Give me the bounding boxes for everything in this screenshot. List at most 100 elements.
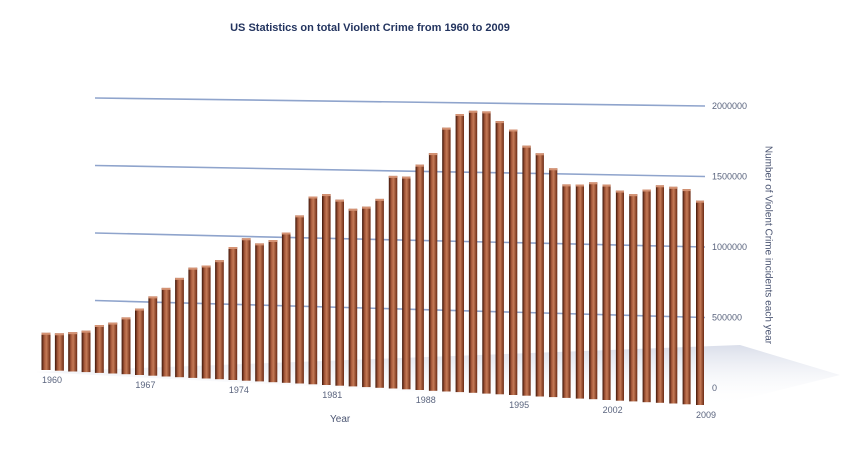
bar-top-1984 xyxy=(362,206,371,209)
bar-1991 xyxy=(455,114,464,393)
bar-top-1978 xyxy=(281,232,291,235)
y-tick-label: 1000000 xyxy=(712,242,747,252)
bar-2006 xyxy=(655,185,664,403)
bar-1974 xyxy=(228,247,238,380)
bar-top-1973 xyxy=(215,260,224,263)
bar-top-1963 xyxy=(81,330,91,333)
y-tick-label: 1500000 xyxy=(712,172,747,182)
x-tick-label: 1967 xyxy=(135,380,155,390)
bar-1978 xyxy=(281,232,291,383)
bar-1992 xyxy=(468,110,478,393)
bar-1962 xyxy=(68,332,78,372)
bar-1993 xyxy=(482,111,491,394)
bar-top-2008 xyxy=(682,189,691,192)
x-tick-label: 1981 xyxy=(322,390,342,400)
bar-1984 xyxy=(362,206,371,388)
bar-1964 xyxy=(94,325,104,373)
bar-top-1961 xyxy=(54,333,64,336)
bar-2008 xyxy=(682,189,691,405)
bar-top-1987 xyxy=(402,176,411,179)
bar-2007 xyxy=(669,186,678,404)
bar-1961 xyxy=(54,333,64,371)
bar-1996 xyxy=(522,145,531,396)
y-tick-label: 500000 xyxy=(712,313,742,323)
bar-2003 xyxy=(615,190,624,401)
y-tick-label: 0 xyxy=(712,383,717,393)
gridline xyxy=(94,97,706,107)
bar-2002 xyxy=(602,184,611,400)
bar-1960 xyxy=(41,332,51,370)
bar-top-2003 xyxy=(615,190,624,193)
bar-top-1974 xyxy=(228,247,238,249)
gridline xyxy=(94,299,706,319)
y-tick-label: 2000000 xyxy=(712,101,747,111)
bar-1977 xyxy=(268,240,278,383)
bar-top-1982 xyxy=(335,199,344,202)
y-axis-label: Number of Violent Crime incidents each y… xyxy=(762,145,774,345)
bar-1965 xyxy=(108,322,118,374)
bar-1998 xyxy=(549,168,558,398)
bar-top-1977 xyxy=(268,240,278,242)
x-tick-label: 1995 xyxy=(509,400,529,410)
bar-top-1983 xyxy=(348,208,358,211)
bar-1990 xyxy=(442,127,451,392)
bar-top-1991 xyxy=(455,114,464,116)
bar-1975 xyxy=(241,238,251,381)
bar-1972 xyxy=(201,265,211,379)
bar-top-1992 xyxy=(468,110,478,113)
bar-top-2006 xyxy=(655,185,664,188)
x-tick-label: 1974 xyxy=(229,385,249,395)
bar-1980 xyxy=(308,196,318,385)
gridline xyxy=(94,232,706,248)
bar-top-1969 xyxy=(161,287,171,290)
bar-top-1997 xyxy=(535,153,544,156)
bar-top-1994 xyxy=(495,121,504,124)
bar-top-2000 xyxy=(575,184,584,187)
x-tick-label: 1960 xyxy=(42,375,62,385)
bar-1997 xyxy=(535,153,544,397)
bar-1994 xyxy=(495,121,504,395)
bar-top-1999 xyxy=(562,184,571,187)
bar-2001 xyxy=(589,182,598,400)
chart-title: US Statistics on total Violent Crime fro… xyxy=(230,22,510,34)
bar-top-2002 xyxy=(602,184,611,187)
x-axis-label: Year xyxy=(330,414,351,425)
bar-1999 xyxy=(562,184,571,398)
bar-1988 xyxy=(415,164,424,390)
bar-1995 xyxy=(509,129,518,395)
bar-2005 xyxy=(642,189,651,403)
gridline xyxy=(94,164,706,178)
bar-2004 xyxy=(629,194,638,402)
x-tick-label: 2002 xyxy=(603,405,623,415)
bar-top-1970 xyxy=(175,277,184,280)
bar-1969 xyxy=(161,287,171,377)
bar-1982 xyxy=(335,199,344,386)
x-tick-label: 1988 xyxy=(416,395,436,405)
bar-top-1989 xyxy=(428,153,438,156)
bar-top-1966 xyxy=(121,317,131,320)
bar-top-1976 xyxy=(255,243,264,246)
bar-top-2007 xyxy=(669,186,678,189)
bar-1966 xyxy=(121,317,131,375)
bar-top-2004 xyxy=(629,194,638,197)
bar-top-2009 xyxy=(696,200,704,203)
bar-2009 xyxy=(696,200,704,405)
bar-1968 xyxy=(148,296,158,376)
floor-shadow xyxy=(36,345,840,407)
bar-top-1979 xyxy=(295,215,304,218)
bar-top-1990 xyxy=(442,127,451,130)
bar-top-1962 xyxy=(68,332,78,335)
bar-top-1998 xyxy=(549,168,558,171)
bar-1971 xyxy=(188,267,198,378)
bar-1985 xyxy=(375,198,384,388)
bar-1979 xyxy=(295,215,304,384)
bar-1983 xyxy=(348,208,358,387)
bar-top-2001 xyxy=(589,182,598,185)
bar-1981 xyxy=(322,194,331,385)
bar-top-1988 xyxy=(415,164,424,167)
bar-top-1985 xyxy=(375,198,384,201)
bar-top-1993 xyxy=(482,111,491,114)
bar-1986 xyxy=(388,175,398,389)
bar-1963 xyxy=(81,330,91,373)
bar-top-1967 xyxy=(135,308,144,311)
